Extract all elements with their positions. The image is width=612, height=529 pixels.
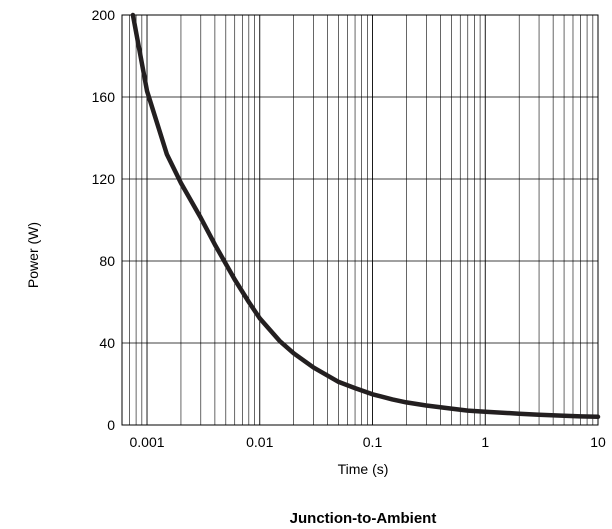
x-tick-labels: 0.001 0.01 0.1 1 10: [129, 434, 606, 450]
y-tick-labels: 0 40 80 120 160 200: [92, 7, 116, 433]
grid: [121, 14, 599, 426]
x-tick-label: 0.1: [363, 434, 383, 450]
x-tick-label: 0.01: [246, 434, 273, 450]
y-tick-label: 200: [92, 7, 116, 23]
x-tick-label: 0.001: [129, 434, 164, 450]
x-tick-label: 1: [481, 434, 489, 450]
y-axis-title: Power (W): [25, 222, 41, 288]
y-tick-label: 120: [92, 171, 116, 187]
x-tick-label: 10: [590, 434, 606, 450]
curve-layer: [130, 12, 601, 420]
y-tick-label: 0: [107, 417, 115, 433]
plot-frame: [121, 14, 599, 426]
chart-caption: Junction-to-Ambient: [290, 510, 437, 527]
y-tick-label: 160: [92, 89, 116, 105]
y-tick-label: 80: [99, 253, 115, 269]
x-axis-title: Time (s): [338, 461, 389, 477]
power-curve: [130, 12, 601, 420]
y-tick-label: 40: [99, 335, 115, 351]
